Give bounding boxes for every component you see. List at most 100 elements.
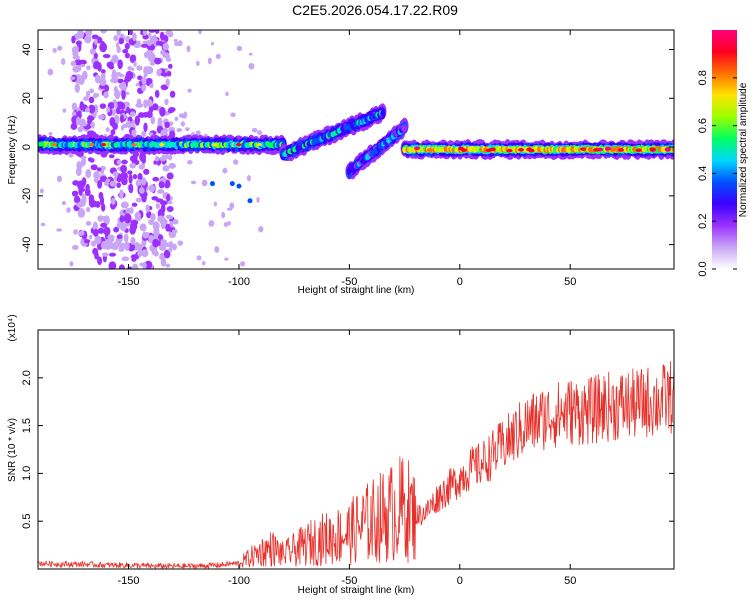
heatmap-cell [210, 41, 215, 46]
heatmap-cell [113, 86, 118, 93]
heatmap-cell [215, 53, 221, 60]
heatmap-cell [171, 229, 178, 234]
heatmap-cell [120, 125, 125, 131]
heatmap-cell [87, 130, 95, 136]
y-tick-label: 40 [21, 43, 33, 55]
heatmap-cell [136, 98, 142, 106]
heatmap-cell [135, 102, 144, 108]
heatmap-cell [617, 148, 624, 152]
heatmap-cell [71, 244, 79, 251]
y-tick-label: 1.0 [21, 466, 33, 481]
heatmap-cell [665, 147, 672, 151]
heatmap-cell [79, 59, 87, 65]
heatmap-cell [236, 143, 242, 147]
heatmap-cell [247, 198, 253, 204]
heatmap-cell [155, 198, 164, 203]
heatmap-cell [146, 211, 152, 219]
heatmap-cell [135, 82, 140, 87]
colorbar-tick-label: 0.2 [697, 214, 709, 229]
heatmap-cell [71, 35, 76, 44]
heatmap-cell [148, 236, 153, 243]
heatmap-cell [150, 213, 156, 222]
y-tick-label: 0.5 [21, 514, 33, 529]
heatmap-cell [96, 167, 102, 172]
heatmap-cell [141, 76, 147, 85]
y-tick-label: 20 [21, 92, 33, 104]
heatmap-cell [141, 84, 147, 92]
heatmap-cell [141, 130, 147, 138]
heatmap-cell [154, 155, 160, 162]
heatmap-cell [78, 232, 82, 237]
heatmap-cell [39, 188, 44, 194]
heatmap-cell [236, 45, 243, 52]
heatmap-cell [137, 75, 143, 81]
heatmap-cell [604, 147, 611, 151]
heatmap-cell [98, 191, 104, 200]
heatmap-cell [92, 247, 99, 256]
heatmap-cell [671, 146, 674, 152]
heatmap-cell [214, 246, 220, 253]
heatmap-cell [108, 154, 115, 159]
heatmap-cell [196, 60, 200, 67]
heatmap-cell [92, 221, 99, 232]
heatmap-cell [160, 257, 167, 267]
heatmap-cell [141, 177, 147, 186]
heatmap-cell [85, 168, 92, 179]
heatmap-cell [92, 200, 98, 208]
heatmap-cell [257, 143, 263, 147]
heatmap-cell [164, 121, 170, 129]
heatmap-cell [119, 114, 125, 123]
heatmap-cell [221, 211, 226, 219]
heatmap-cell [146, 99, 153, 108]
heatmap-cell [152, 221, 160, 231]
heatmap-cell [80, 63, 86, 68]
heatmap-cell [173, 38, 178, 43]
heatmap-cell [143, 99, 148, 109]
heatmap-cell [120, 164, 128, 174]
heatmap-cell [178, 113, 185, 118]
heatmap-cell [131, 143, 137, 147]
heatmap-cell [88, 194, 95, 203]
heatmap-cell [62, 108, 67, 113]
heatmap-cell [75, 45, 79, 53]
heatmap-cell [125, 213, 130, 218]
heatmap-cell [164, 55, 171, 59]
heatmap-cell [117, 78, 124, 84]
heatmap-cell [150, 116, 156, 125]
heatmap-cell [124, 42, 130, 50]
heatmap-cell [112, 171, 119, 177]
heatmap-cell [129, 54, 137, 63]
heatmap-cell [177, 240, 184, 246]
heatmap-cell [97, 62, 102, 72]
heatmap-cell [154, 30, 160, 34]
heatmap-cell [145, 66, 154, 75]
heatmap-cell [97, 179, 103, 189]
heatmap-cell [168, 106, 176, 113]
heatmap-cell [110, 129, 116, 136]
heatmap-cell [159, 143, 165, 147]
heatmap-cell [77, 126, 84, 133]
heatmap-cell [90, 240, 97, 247]
heatmap-cell [160, 72, 168, 77]
heatmap-cell [190, 180, 197, 185]
heatmap-cell [130, 236, 136, 245]
heatmap-cell [135, 197, 143, 203]
x-tick-label: 0 [457, 575, 463, 587]
heatmap-cell [162, 165, 170, 172]
colorbar-label: Normalized spectral amplitude [738, 82, 749, 217]
heatmap-cell [201, 260, 206, 266]
heatmap-cell [97, 256, 103, 266]
heatmap-cell [162, 42, 170, 51]
heatmap-cell [138, 187, 145, 194]
x-tick-label: -50 [341, 575, 357, 587]
heatmap-cell [75, 166, 82, 177]
heatmap-cell [160, 238, 166, 244]
heatmap-cell [163, 179, 171, 189]
heatmap-cell [139, 223, 147, 232]
heatmap-cell [168, 63, 173, 69]
heatmap-cell [116, 159, 122, 165]
heatmap-cell [132, 173, 138, 180]
x-tick-label: -150 [118, 575, 140, 587]
heatmap-cell [130, 221, 138, 231]
heatmap-cell [104, 240, 111, 246]
